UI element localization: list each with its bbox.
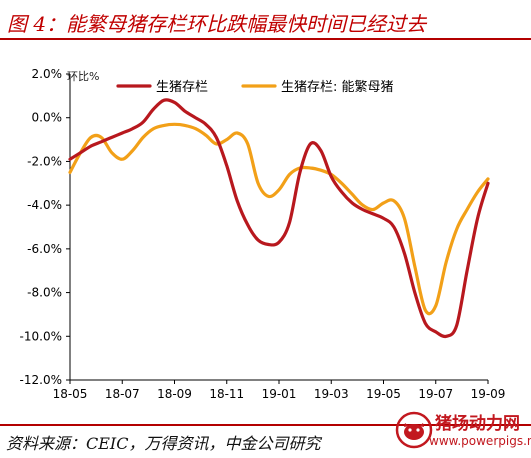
watermark-url: www.powerpigs.net: [429, 434, 531, 448]
y-axis-label: 环比%: [67, 70, 99, 83]
y-tick-label: -4.0%: [27, 198, 62, 212]
y-tick-label: -6.0%: [27, 242, 62, 256]
x-axis: 18-05 18-07 18-09 18-11 19-01 19-03 19-05 19-07…: [53, 379, 506, 401]
x-tick-label: 19-01: [262, 387, 297, 401]
x-tick-label: 18-11: [209, 387, 244, 401]
x-tick-label: 19-03: [314, 387, 349, 401]
x-tick-label: 18-05: [53, 387, 88, 401]
y-tick-label: -10.0%: [20, 329, 62, 343]
figure-title: 图 4：能繁母猪存栏环比跌幅最快时间已经过去: [7, 12, 427, 36]
y-tick-label: -8.0%: [27, 286, 62, 300]
legend: 生猪存栏 生猪存栏: 能繁母猪: [116, 79, 394, 95]
x-tick-label: 19-07: [418, 387, 453, 401]
source-note: 资料来源：CEIC，万得资讯，中金公司研究: [6, 434, 321, 453]
watermark-name: 猪场动力网: [435, 414, 520, 434]
legend-label-2: 生猪存栏: 能繁母猪: [281, 79, 394, 95]
x-tick-label: 19-05: [366, 387, 401, 401]
line-chart: 2.0% 0.0% -2.0% -4.0% -6.0% -8.0% -10.0% -12.0%…: [20, 67, 506, 401]
title-rule: [0, 38, 531, 40]
y-tick-label: 2.0%: [32, 67, 63, 81]
series-line-1: [68, 98, 490, 339]
series-line-2: [68, 122, 490, 316]
y-tick-label: -2.0%: [27, 154, 62, 168]
y-tick-label: -12.0%: [20, 373, 62, 387]
x-tick-label: 18-09: [157, 387, 192, 401]
legend-label-1: 生猪存栏: [156, 80, 208, 95]
x-tick-label: 19-09: [471, 387, 506, 401]
y-axis: 2.0% 0.0% -2.0% -4.0% -6.0% -8.0% -10.0% -12.0%: [20, 67, 71, 387]
watermark: 猪场动力网 www.powerpigs.net: [395, 409, 531, 453]
pig-logo-icon: [395, 411, 433, 449]
source-rule: [0, 424, 531, 426]
y-tick-label: 0.0%: [32, 111, 63, 125]
series-layer: [68, 98, 490, 339]
x-tick-label: 18-07: [105, 387, 140, 401]
